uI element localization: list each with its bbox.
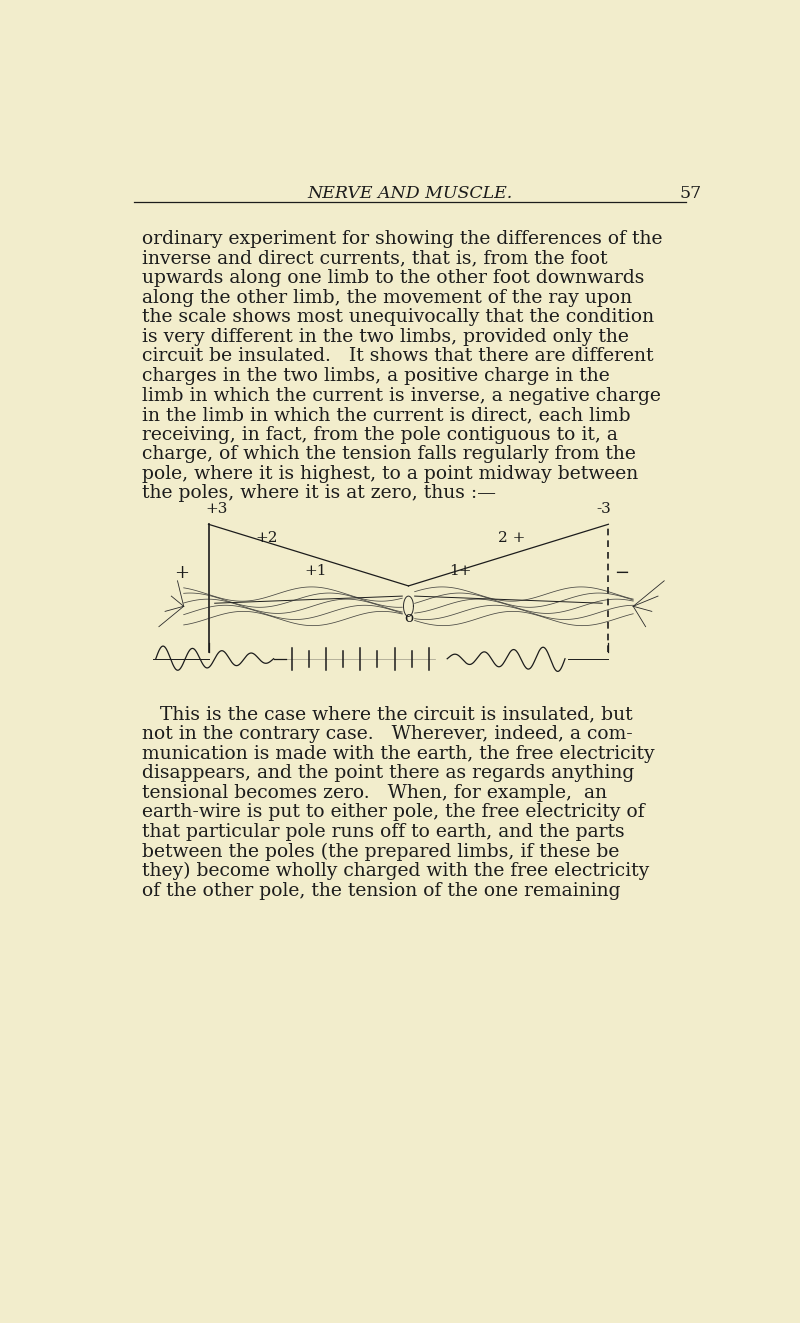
Text: the poles, where it is at zero, thus :—: the poles, where it is at zero, thus :— xyxy=(142,484,496,503)
Text: limb in which the current is inverse, a negative charge: limb in which the current is inverse, a … xyxy=(142,386,661,405)
Text: the scale shows most unequivocally that the condition: the scale shows most unequivocally that … xyxy=(142,308,654,327)
Text: pole, where it is highest, to a point midway between: pole, where it is highest, to a point mi… xyxy=(142,464,638,483)
Text: -3: -3 xyxy=(597,503,611,516)
Text: between the poles (the prepared limbs, if these be: between the poles (the prepared limbs, i… xyxy=(142,843,619,861)
Text: NERVE AND MUSCLE.: NERVE AND MUSCLE. xyxy=(307,185,513,202)
Text: +2: +2 xyxy=(255,531,278,545)
Text: inverse and direct currents, that is, from the foot: inverse and direct currents, that is, fr… xyxy=(142,250,608,267)
Text: +: + xyxy=(174,564,190,582)
Text: charges in the two limbs, a positive charge in the: charges in the two limbs, a positive cha… xyxy=(142,366,610,385)
Text: munication is made with the earth, the free electricity: munication is made with the earth, the f… xyxy=(142,745,654,763)
Text: earth-wire is put to either pole, the free electricity of: earth-wire is put to either pole, the fr… xyxy=(142,803,645,822)
Text: tensional becomes zero.   When, for example,  an: tensional becomes zero. When, for exampl… xyxy=(142,783,607,802)
Text: they) become wholly charged with the free electricity: they) become wholly charged with the fre… xyxy=(142,863,650,880)
Text: circuit be insulated.   It shows that there are different: circuit be insulated. It shows that ther… xyxy=(142,348,654,365)
Text: 2 +: 2 + xyxy=(498,531,526,545)
Text: 1+: 1+ xyxy=(449,565,471,578)
Text: is very different in the two limbs, provided only the: is very different in the two limbs, prov… xyxy=(142,328,629,345)
Text: not in the contrary case.   Wherever, indeed, a com-: not in the contrary case. Wherever, inde… xyxy=(142,725,633,744)
Text: +1: +1 xyxy=(305,565,327,578)
Text: +3: +3 xyxy=(206,503,228,516)
Text: upwards along one limb to the other foot downwards: upwards along one limb to the other foot… xyxy=(142,269,645,287)
Text: of the other pole, the tension of the one remaining: of the other pole, the tension of the on… xyxy=(142,881,621,900)
Text: receiving, in fact, from the pole contiguous to it, a: receiving, in fact, from the pole contig… xyxy=(142,426,618,443)
Text: disappears, and the point there as regards anything: disappears, and the point there as regar… xyxy=(142,765,634,782)
Text: that particular pole runs off to earth, and the parts: that particular pole runs off to earth, … xyxy=(142,823,625,841)
Text: This is the case where the circuit is insulated, but: This is the case where the circuit is in… xyxy=(142,705,633,724)
Text: charge, of which the tension falls regularly from the: charge, of which the tension falls regul… xyxy=(142,446,636,463)
Text: −: − xyxy=(614,564,630,582)
Text: o: o xyxy=(404,611,413,626)
Text: along the other limb, the movement of the ray upon: along the other limb, the movement of th… xyxy=(142,288,632,307)
Text: in the limb in which the current is direct, each limb: in the limb in which the current is dire… xyxy=(142,406,630,425)
Text: ordinary experiment for showing the differences of the: ordinary experiment for showing the diff… xyxy=(142,230,662,249)
Text: 57: 57 xyxy=(680,185,702,202)
